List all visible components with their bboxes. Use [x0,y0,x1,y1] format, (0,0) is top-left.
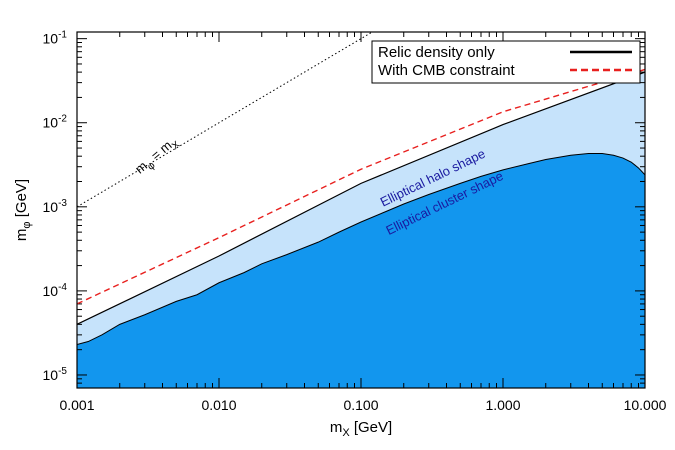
y-tick-label: 10-1 [43,30,68,47]
series-line-relic-density-only [77,71,645,325]
legend-label: With CMB constraint [378,62,516,79]
x-tick-label: 0.001 [59,397,94,413]
diagonal-line [77,32,374,208]
ticks-layer [76,32,646,389]
legend-label: Relic density only [378,44,495,61]
y-tick-label: 10-5 [43,366,68,383]
y-axis-title: mφ [GeV] [13,179,33,241]
series-line-with-cmb-constraint [77,68,645,305]
x-tick-label: 0.010 [201,397,236,413]
regions-layer [77,72,645,388]
series-layer [77,32,645,325]
plot-frame [76,31,646,389]
tick-labels-layer: 0.001 0.010 0.100 1.000 10.000 10-5 10-4 10-3 10… [43,30,667,413]
x-tick-label: 10.000 [624,397,667,413]
region-elliptical-cluster-shape [77,153,645,388]
legend-box [371,40,641,84]
x-tick-label: 0.100 [343,397,378,413]
diagonal-label: mφ = mX [132,133,183,180]
y-tick-label: 10-4 [43,282,68,299]
x-axis-title: mX [GeV] [330,419,392,439]
x-tick-label: 1.000 [485,397,520,413]
y-tick-label: 10-3 [43,198,68,215]
y-tick-label: 10-2 [43,114,68,131]
